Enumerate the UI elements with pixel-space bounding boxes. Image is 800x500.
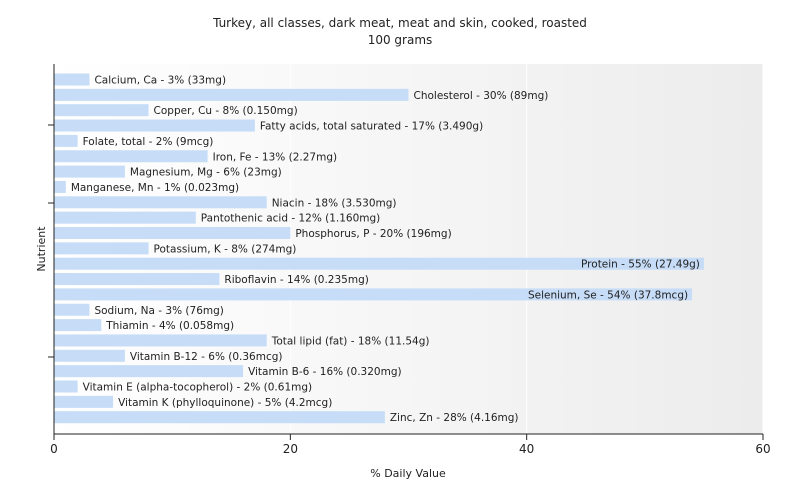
bar [54, 319, 102, 332]
bar-label: Vitamin B-12 - 6% (0.36mcg) [130, 351, 283, 363]
bar-label: Zinc, Zn - 28% (4.16mg) [390, 412, 519, 424]
x-tick-label: 40 [519, 442, 534, 456]
bar [54, 227, 291, 239]
bar [54, 365, 244, 378]
x-tick-label: 0 [50, 442, 58, 456]
bar [54, 88, 409, 101]
bar-label: Fatty acids, total saturated - 17% (3.49… [260, 121, 483, 133]
bar [54, 180, 66, 193]
bar [54, 303, 90, 316]
bar [54, 273, 220, 286]
grid-lines [289, 64, 764, 434]
bar [54, 380, 78, 393]
bar [54, 134, 78, 147]
bar-label: Total lipid (fat) - 18% (11.54g) [271, 335, 430, 347]
bar [54, 104, 149, 117]
x-tick-label: 60 [755, 442, 770, 456]
bar-label: Vitamin E (alpha-tocopherol) - 2% (0.61m… [83, 382, 313, 394]
axes: 0 20 40 60 [48, 64, 771, 456]
bars [54, 73, 704, 424]
bar [54, 349, 125, 362]
bar-label: Calcium, Ca - 3% (33mg) [94, 75, 226, 87]
y-axis-label: Nutrient [35, 226, 48, 272]
bar-label: Vitamin B-6 - 16% (0.320mg) [248, 366, 402, 378]
bar [54, 119, 255, 132]
bar-label: Magnesium, Mg - 6% (23mg) [130, 167, 282, 179]
bar [54, 242, 149, 255]
bar-label: Sodium, Na - 3% (76mg) [94, 305, 223, 317]
bar [54, 288, 693, 301]
bar-label: Protein - 55% (27.49g) [581, 259, 700, 271]
bar-label: Vitamin K (phylloquinone) - 5% (4.2mcg) [118, 397, 332, 409]
bar-label: Iron, Fe - 13% (2.27mg) [213, 151, 337, 163]
bar-label: Pantothenic acid - 12% (1.160mg) [201, 213, 380, 225]
bar [54, 150, 208, 163]
bar [54, 211, 196, 224]
bar [54, 73, 90, 86]
bar-label: Thiamin - 4% (0.058mg) [105, 320, 234, 332]
bar-label: Potassium, K - 8% (274mg) [154, 243, 297, 255]
bar-label: Copper, Cu - 8% (0.150mg) [154, 105, 298, 117]
bar [54, 334, 267, 347]
x-tick-label: 20 [283, 442, 298, 456]
bar-label: Manganese, Mn - 1% (0.023mg) [71, 182, 239, 194]
bar-label: Riboflavin - 14% (0.235mg) [224, 274, 368, 286]
chart-subtitle: 100 grams [368, 33, 433, 47]
bar [54, 395, 114, 408]
bar [54, 196, 267, 209]
bar-label: Cholesterol - 30% (89mg) [414, 90, 549, 102]
bar [54, 165, 125, 178]
bar-label: Phosphorus, P - 20% (196mg) [295, 228, 451, 240]
bar [54, 257, 704, 270]
x-axis-label: % Daily Value [370, 467, 446, 480]
bar-labels: Calcium, Ca - 3% (33mg) Cholesterol - 30%… [71, 75, 700, 425]
chart-title: Turkey, all classes, dark meat, meat and… [212, 16, 587, 30]
bar-label: Folate, total - 2% (9mcg) [83, 136, 214, 148]
bar [54, 411, 385, 424]
bar-label: Selenium, Se - 54% (37.8mcg) [528, 289, 688, 301]
bar-label: Niacin - 18% (3.530mg) [272, 197, 397, 209]
